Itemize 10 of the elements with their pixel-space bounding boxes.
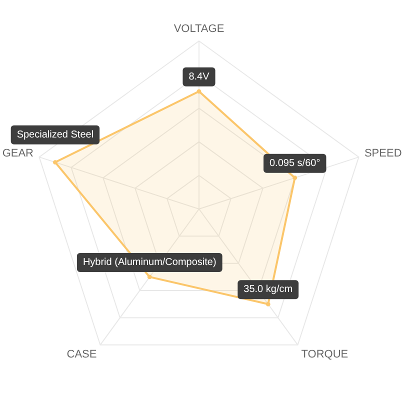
text: Specialized Steel bbox=[16, 129, 94, 140]
text: 35.0 kg/cm bbox=[244, 284, 293, 296]
text: 0.095 s/60° bbox=[270, 158, 320, 169]
text: 8.4V bbox=[188, 71, 210, 82]
text: Hybrid (Aluminum/Composite) bbox=[82, 256, 216, 268]
spoke-label: VOLTAGE bbox=[174, 23, 224, 35]
spoke-label: SPEED bbox=[364, 147, 402, 160]
spoke-label: CASE bbox=[66, 348, 97, 361]
spoke-label: GEAR bbox=[2, 147, 34, 160]
spoke-label: TORQUE bbox=[301, 348, 348, 361]
